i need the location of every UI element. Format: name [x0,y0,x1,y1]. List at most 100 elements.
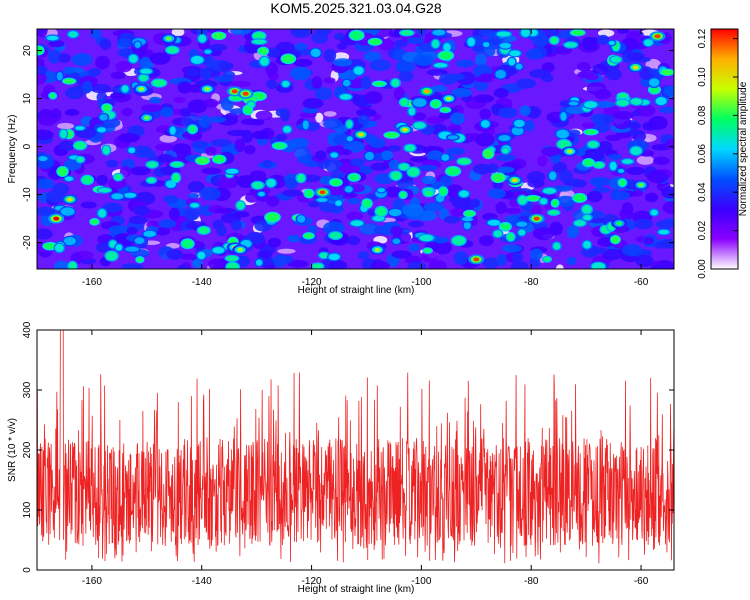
spectrogram-cell [147,177,156,183]
spectrogram-cell [441,154,450,161]
spectrogram-cell [99,113,108,121]
spectrogram-cell [486,163,499,174]
spectrogram-cell [314,29,332,36]
spectrogram-cell [648,116,668,130]
spectrogram-cell [315,112,324,123]
spectrogram-cell [249,170,267,181]
chart-title: KOM5.2025.321.03.04.G28 [270,0,441,16]
spectrogram-cell [610,56,622,63]
spectrogram-cell [571,30,585,36]
spectrogram-cell [626,52,645,61]
spectrogram-cell [257,250,273,259]
spectrogram-cell [655,97,667,106]
colorbar-tick-label: 0.12 [697,28,708,48]
spectrogram-cell [408,220,424,228]
spectrogram-cell [473,94,495,103]
spectrogram-cell [190,203,200,208]
spectrogram-cell [110,92,125,99]
spectrogram-peak [616,221,623,226]
spectrogram-cell [208,43,228,52]
spectrogram-cell [171,162,184,167]
spectrogram-cell [369,138,386,149]
spectrogram-cell [646,169,669,184]
spectrogram-cell [582,37,598,51]
spectrogram-cell [296,174,305,183]
spectrogram-cell [492,173,505,182]
spectrogram-cell [450,207,467,217]
spectrogram-cell [260,56,269,66]
spectrogram-cell [384,186,403,198]
spectrogram-cell [294,42,308,51]
spectrogram-cell [204,55,215,69]
spectrogram-cell [661,69,673,75]
spectrogram-cell [323,77,336,84]
spectrogram-cell [310,48,321,58]
spectrogram-cell [529,69,551,79]
spectrogram-cell [520,29,530,37]
spectrogram-cell [658,229,670,235]
spectrogram-cell [566,256,577,266]
spectrogram-cell [58,53,71,64]
spectrogram-cell [287,234,301,243]
spectrogram-cell [428,260,447,269]
spectrogram-cell [650,209,658,216]
spectrogram-cell [498,135,511,142]
spectrogram-cell [160,106,174,118]
spectrogram-cell [519,105,531,116]
spectrogram-cell [166,46,179,54]
spectrogram-cell [659,106,674,114]
spectrogram-cell [371,261,390,269]
spectrogram-cell [335,200,342,207]
spectrogram-peak [533,216,540,221]
spectrogram-cell [37,228,53,240]
spectrogram-cell [62,66,75,75]
spectrogram-cell [328,253,341,261]
spectrogram-cell [346,136,353,142]
spectrogram-cell [38,155,48,162]
spectrogram-cell [649,85,660,94]
spectrogram-cell [311,263,324,269]
spectrogram-cell [353,66,364,75]
spectrogram-cell [166,249,184,260]
spectrogram-cell [180,253,196,260]
spectrogram-cell [613,115,632,130]
spectrogram-cell [233,211,250,218]
spectrogram-cell [499,42,512,49]
spectrogram-cell [125,246,140,252]
spectrogram-cell [333,58,352,67]
spectrogram-cell [431,39,440,48]
y-tick-label: 400 [22,321,33,338]
spectrogram-cell [608,153,622,160]
x-tick-label: -80 [524,576,539,587]
spectrogram-cell [261,159,273,168]
spectrogram-cell [392,238,401,245]
spectrogram-cell [272,254,288,268]
spectrogram-cell [315,150,327,160]
spectrogram-cell [592,63,609,76]
spectrogram-cell [293,58,313,67]
spectrogram-cell [440,107,450,113]
spectrogram-cell [344,185,353,193]
spectrogram-cell [472,163,492,175]
spectrogram-cell [630,98,642,105]
spectrogram-cell [390,171,402,180]
x-tick-label: -100 [411,277,431,288]
spectrogram-cell [450,112,465,125]
spectrogram-cell [400,30,414,36]
spectrogram-cell [64,176,74,181]
spectrogram-cell [203,98,219,108]
spectrogram-cell [136,257,143,263]
spectrogram-cell [237,175,256,188]
spectrogram-cell [445,147,466,155]
spectrogram-cell [275,133,288,141]
x-tick-label: -60 [634,277,649,288]
spectrogram-cell [565,106,587,115]
spectrogram-cell [143,230,156,237]
spectrogram-cell [328,259,348,269]
spectrogram-cell [251,118,265,126]
spectrogram-peak [374,247,381,252]
spectrogram-cell [584,129,598,135]
spectrogram-cell [527,179,545,188]
spectrogram-cell [187,181,205,193]
